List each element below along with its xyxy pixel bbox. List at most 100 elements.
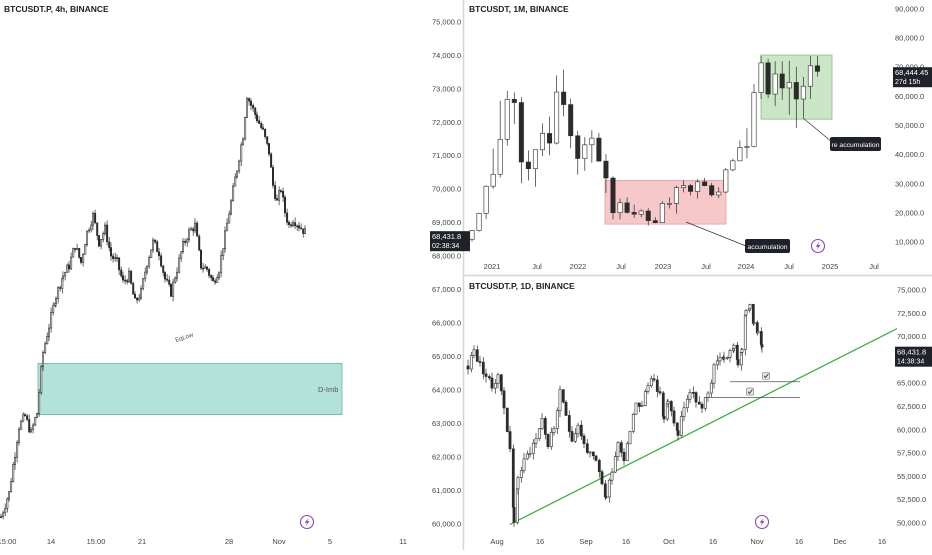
panel-1d-candle[interactable] [537,428,541,441]
panel-1d-candle[interactable] [679,411,683,437]
panel-4h-candle[interactable] [300,223,303,230]
panel-1m-candle[interactable] [744,128,750,159]
panel-1d-candle[interactable] [685,394,689,413]
panel-4h-candle[interactable] [184,238,187,246]
panel-1d-candle[interactable] [594,455,598,462]
panel-1m-candle[interactable] [554,75,560,145]
panel-4h-time-axis[interactable]: 15:00 14 15:00 21 28 Nov 5 11 [0,537,407,546]
panel-1d-candle[interactable] [628,430,632,445]
panel-4h-candle[interactable] [152,237,155,253]
reaccumulation-label-box[interactable] [830,137,881,151]
panel-1m-price-axis[interactable]: 10,000.0 20,000.0 30,000.0 40,000.0 50,000.0… [895,4,924,246]
panel-1m-candle[interactable] [603,154,609,193]
panel-1d-candle[interactable] [508,425,512,453]
panel-4h-candle[interactable] [246,96,249,118]
panel-4h-lightning-icon[interactable] [299,514,315,530]
panel-1d-candle[interactable] [591,451,595,460]
panel-4h-candle[interactable] [255,111,258,124]
panel-4h-candle[interactable] [279,189,282,194]
panel-4h-candle[interactable] [120,266,123,278]
panel-4h-candle[interactable] [278,186,281,206]
panel-4h-candle[interactable] [54,296,57,307]
panel-4h-candle[interactable] [2,510,5,520]
panel-4h-candle[interactable] [23,412,26,417]
panel-4h-candle[interactable] [28,414,31,434]
panel-4h-candle[interactable] [271,164,274,189]
panel-1m-candles[interactable] [469,55,820,242]
panel-1d-candle[interactable] [666,399,670,408]
panel-1d-candle[interactable] [478,355,482,367]
panel-4h-candle[interactable] [188,227,191,243]
panel-1d-candle[interactable] [564,399,568,416]
panel-1d-candle[interactable] [622,448,626,466]
panel-4h-candle[interactable] [41,350,44,371]
panel-1m-candle[interactable] [673,185,679,214]
panel-1m-candle[interactable] [758,55,764,99]
panel-1m-candle[interactable] [476,212,482,232]
panel-1d-lightning-icon[interactable] [754,514,770,530]
panel-1m-candle[interactable] [525,150,531,181]
panel-4h-candle[interactable] [59,285,62,292]
panel-4h-candle[interactable] [303,225,306,234]
panel-4h-candle[interactable] [104,222,107,236]
panel-4h-candle[interactable] [261,124,264,131]
panel-1m-candle[interactable] [765,58,771,99]
panel-1d-candle[interactable] [496,372,500,389]
panel-4h-candle[interactable] [218,271,221,280]
panel-4h-candle[interactable] [0,513,2,518]
panel-4h-candle[interactable] [26,413,29,422]
panel-4h-candle[interactable] [118,257,121,276]
panel-1d-candle[interactable] [740,348,744,356]
panel-1d-candle[interactable] [694,391,698,408]
panel-4h-candle[interactable] [260,121,263,130]
panel-4h-candle[interactable] [172,278,175,302]
panel-1m-candle[interactable] [737,140,743,162]
panel-4h-candle[interactable] [82,252,85,267]
panel-1d-candle[interactable] [469,351,473,373]
panel-1m-accumulation-zone[interactable] [604,179,727,225]
panel-1d-candle[interactable] [552,426,556,436]
panel-1d-candle[interactable] [655,375,659,398]
panel-4h-candle[interactable] [112,253,115,263]
panel-4h-candle[interactable] [78,248,81,259]
panel-1d-candle[interactable] [676,430,680,441]
panel-4h-candle[interactable] [14,452,17,470]
panel-4h-candle[interactable] [194,218,197,234]
panel-4h-candle[interactable] [22,412,25,423]
panel-4h-candle[interactable] [297,221,300,232]
panel-4h-candle[interactable] [182,237,185,254]
panel-4h-candle[interactable] [242,137,245,146]
panel-1d-candle[interactable] [512,502,516,527]
panel-1d-candle[interactable] [619,440,623,458]
panel-4h-candle[interactable] [35,412,38,418]
panel-4h-price-axis[interactable]: 60,000.0 61,000.0 62,000.0 63,000.0 64,000.0… [432,17,461,528]
panel-4h-candle[interactable] [132,281,135,295]
panel-4h-candle[interactable] [228,210,231,224]
panel-4h-candle[interactable] [158,247,161,261]
panel-4h-candle[interactable] [32,422,35,434]
panel-1m-candle[interactable] [610,176,616,220]
panel-1m-candle[interactable] [680,180,686,193]
panel-1m-candle[interactable] [751,84,757,148]
panel-4h-candle[interactable] [66,263,69,273]
panel-1d-candle[interactable] [709,379,713,398]
panel-4h-candle[interactable] [224,226,227,253]
panel-1m-candle[interactable] [518,97,524,184]
panel-1d-candle[interactable] [718,352,722,366]
panel-4h-candle[interactable] [122,271,125,283]
panel-1d-candle[interactable] [576,422,580,438]
panel-4h-candle[interactable] [240,142,243,167]
panel-4h-candle[interactable] [178,254,181,274]
panel-4h-candle[interactable] [88,227,91,234]
panel-1d-candle[interactable] [743,311,747,356]
panel-1m-candle[interactable] [645,208,651,226]
panel-4h-candle[interactable] [230,198,233,216]
panel-4h-candle[interactable] [176,267,179,282]
panel-1d-candle[interactable] [658,386,662,396]
panel-4h-candle[interactable] [12,461,15,483]
panel-1d-candle[interactable] [672,406,676,427]
panel-4h-candle[interactable] [270,152,273,168]
panel-4h-candle[interactable] [102,231,105,243]
panel-1m-candle[interactable] [561,69,567,117]
panel-1d-candle[interactable] [637,402,641,413]
